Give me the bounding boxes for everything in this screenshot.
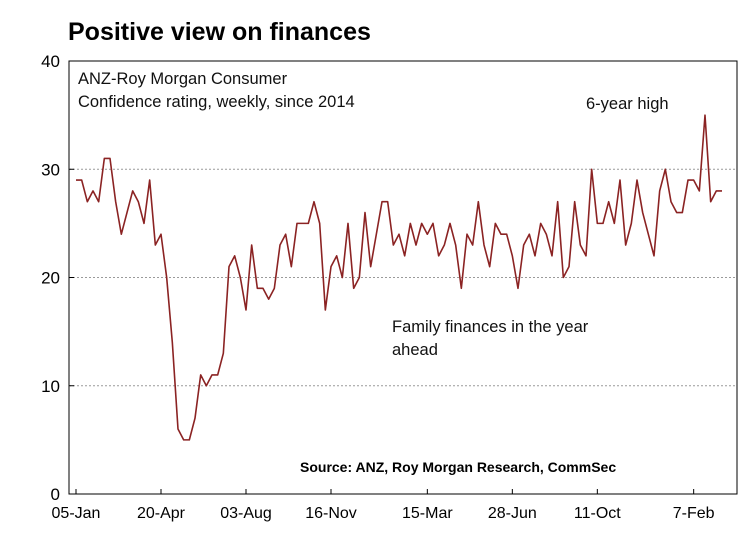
y-axis: 0 10 20 30 40	[41, 52, 74, 504]
y-tick-label-40: 40	[41, 52, 60, 71]
y-tick-label-20: 20	[41, 269, 60, 288]
x-tick-label-2: 03-Aug	[220, 505, 272, 522]
series-label-line-2: ahead	[392, 341, 438, 359]
chart-title: Positive view on finances	[68, 18, 371, 46]
grid-layer	[69, 168, 737, 387]
x-tick-label-4: 15-Mar	[402, 505, 453, 522]
x-axis: 05-Jan 20-Apr 03-Aug 16-Nov 15-Mar 28-Jun 11-O…	[52, 489, 715, 522]
x-tick-label-3: 16-Nov	[305, 505, 357, 522]
source-note: Source: ANZ, Roy Morgan Research, CommSe…	[300, 459, 616, 475]
y-tick-label-30: 30	[41, 160, 60, 179]
subtitle-line-1: ANZ-Roy Morgan Consumer	[78, 70, 288, 88]
x-tick-label-6: 11-Oct	[574, 505, 621, 522]
series-label-line-1: Family finances in the year	[392, 318, 589, 336]
y-tick-label-10: 10	[41, 377, 60, 396]
y-tick-label-0: 0	[51, 485, 60, 504]
series-line-family-finances	[76, 114, 722, 441]
x-tick-label-0: 05-Jan	[52, 505, 101, 522]
annotation-peak: 6-year high	[586, 95, 669, 113]
x-tick-label-7: 7-Feb	[673, 505, 715, 522]
x-tick-label-1: 20-Apr	[137, 505, 186, 522]
subtitle-line-2: Confidence rating, weekly, since 2014	[78, 93, 355, 111]
x-tick-label-5: 28-Jun	[488, 505, 537, 522]
